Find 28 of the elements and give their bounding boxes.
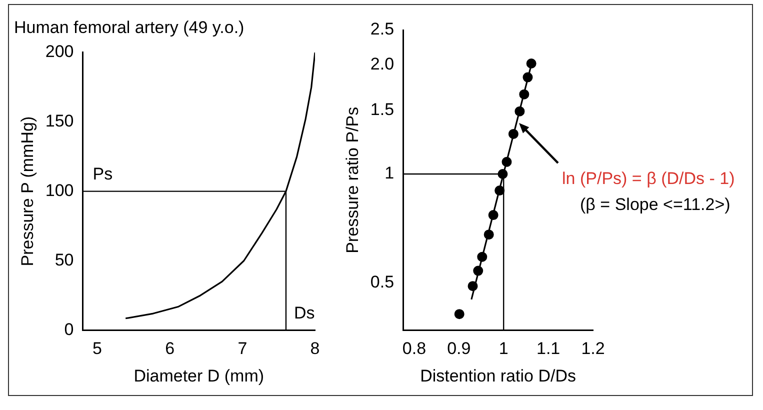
y-tick-label: 150 [45, 112, 74, 131]
y-tick-label: 50 [54, 250, 74, 270]
y-tick-label: 0 [64, 320, 74, 339]
x-tick-label: 1.2 [581, 339, 605, 358]
x-tick-label: 0.8 [402, 339, 426, 358]
y-tick-label: 2.5 [370, 20, 394, 39]
x-tick-label: 6 [165, 339, 175, 358]
y-axis-title: Pressure P (mmHg) [18, 116, 37, 266]
y-tick-label: 0.5 [370, 272, 394, 292]
x-tick-label: 1.1 [536, 339, 560, 358]
x-tick-label: 7 [238, 339, 248, 358]
y-tick-label: 200 [45, 42, 74, 62]
ref-line-label: Ds [294, 303, 315, 322]
x-axis-title: Diameter D (mm) [134, 366, 264, 386]
x-tick-label: 0.9 [447, 339, 471, 358]
annotation: (β = Slope <=11.2>) [580, 194, 730, 214]
x-axis-title: Distention ratio D/Ds [420, 366, 576, 386]
ref-line-label: Ps [92, 164, 113, 184]
chart-title: Human femoral artery (49 y.o.) [14, 18, 244, 37]
annotation: ln (P/Ps) = β (D/Ds - 1) [562, 168, 735, 188]
y-axis-title: Pressure ratio P/Ps [342, 106, 362, 254]
x-tick-label: 5 [92, 339, 102, 358]
y-tick-label: 100 [45, 180, 74, 200]
y-tick-label: 1 [384, 164, 394, 183]
x-tick-label: 8 [310, 339, 320, 358]
y-tick-label: 2.0 [370, 54, 394, 74]
x-tick-label: 1 [498, 339, 508, 358]
y-tick-label: 1.5 [370, 100, 394, 119]
